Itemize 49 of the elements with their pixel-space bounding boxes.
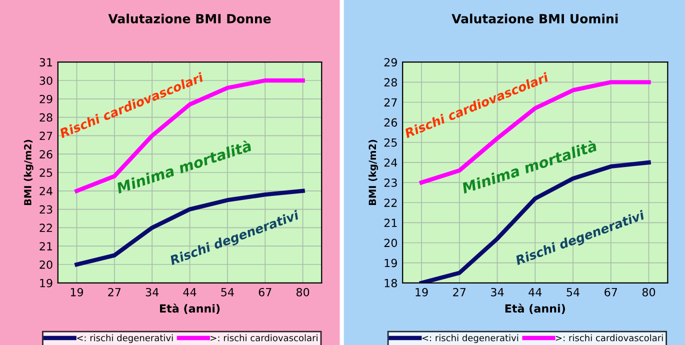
legend-label: >: rischi cardiovascolari: [556, 334, 663, 342]
y-axis-title: BMI (kg/m2): [368, 140, 378, 206]
y-axis-title: BMI (kg/m2): [24, 140, 34, 206]
x-tick-label: 54: [566, 288, 580, 296]
legend-label: <: rischi degenerativi: [77, 334, 173, 344]
x-tick-label: 27: [453, 288, 466, 296]
legend-label: <: rischi degenerativi: [422, 334, 518, 344]
x-axis-title: Età (anni): [505, 304, 565, 314]
y-tick-label: 22: [384, 198, 397, 207]
y-tick-label: 21: [40, 242, 52, 250]
y-tick-label: 28: [384, 78, 397, 87]
x-tick-label: 34: [491, 288, 504, 296]
y-tick-label: 30: [40, 76, 52, 85]
y-tick-label: 23: [384, 178, 397, 187]
y-tick-label: 19: [384, 258, 397, 268]
x-tick-label: 80: [296, 288, 310, 296]
x-tick-label: 19: [416, 288, 428, 296]
y-tick-label: 26: [40, 150, 52, 158]
x-tick-label: 80: [642, 288, 656, 296]
x-tick-label: 34: [146, 288, 159, 296]
y-tick-label: 29: [40, 94, 52, 104]
y-tick-label: 24: [40, 186, 52, 196]
y-tick-label: 25: [384, 138, 397, 147]
x-axis-title: Età (anni): [160, 304, 220, 314]
x-tick-label: 54: [221, 288, 234, 296]
x-tick-label: 19: [70, 288, 84, 296]
chart-title: Valutazione BMI Uomini: [452, 14, 618, 24]
x-tick-label: 44: [528, 288, 542, 296]
y-tick-label: 29: [384, 58, 397, 66]
y-tick-label: 21: [384, 218, 397, 227]
y-tick-label: 20: [40, 260, 52, 269]
y-tick-label: 27: [384, 98, 397, 106]
x-tick-label: 27: [108, 288, 121, 296]
y-tick-label: 23: [40, 205, 52, 214]
y-tick-label: 19: [40, 278, 52, 288]
x-tick-label: 67: [604, 288, 618, 296]
legend-label: >: rischi cardiovascolari: [210, 334, 318, 342]
y-tick-label: 28: [40, 113, 52, 122]
y-tick-label: 26: [384, 118, 398, 127]
y-tick-label: 20: [384, 238, 397, 248]
y-tick-label: 27: [40, 132, 52, 140]
y-tick-label: 25: [40, 168, 52, 177]
chart-title: Valutazione BMI Donne: [108, 14, 271, 24]
x-tick-label: 44: [183, 288, 196, 296]
x-tick-label: 67: [258, 288, 272, 296]
y-tick-label: 18: [384, 278, 397, 288]
y-tick-label: 24: [384, 158, 398, 167]
y-tick-label: 31: [40, 58, 52, 66]
y-tick-label: 22: [40, 224, 52, 232]
